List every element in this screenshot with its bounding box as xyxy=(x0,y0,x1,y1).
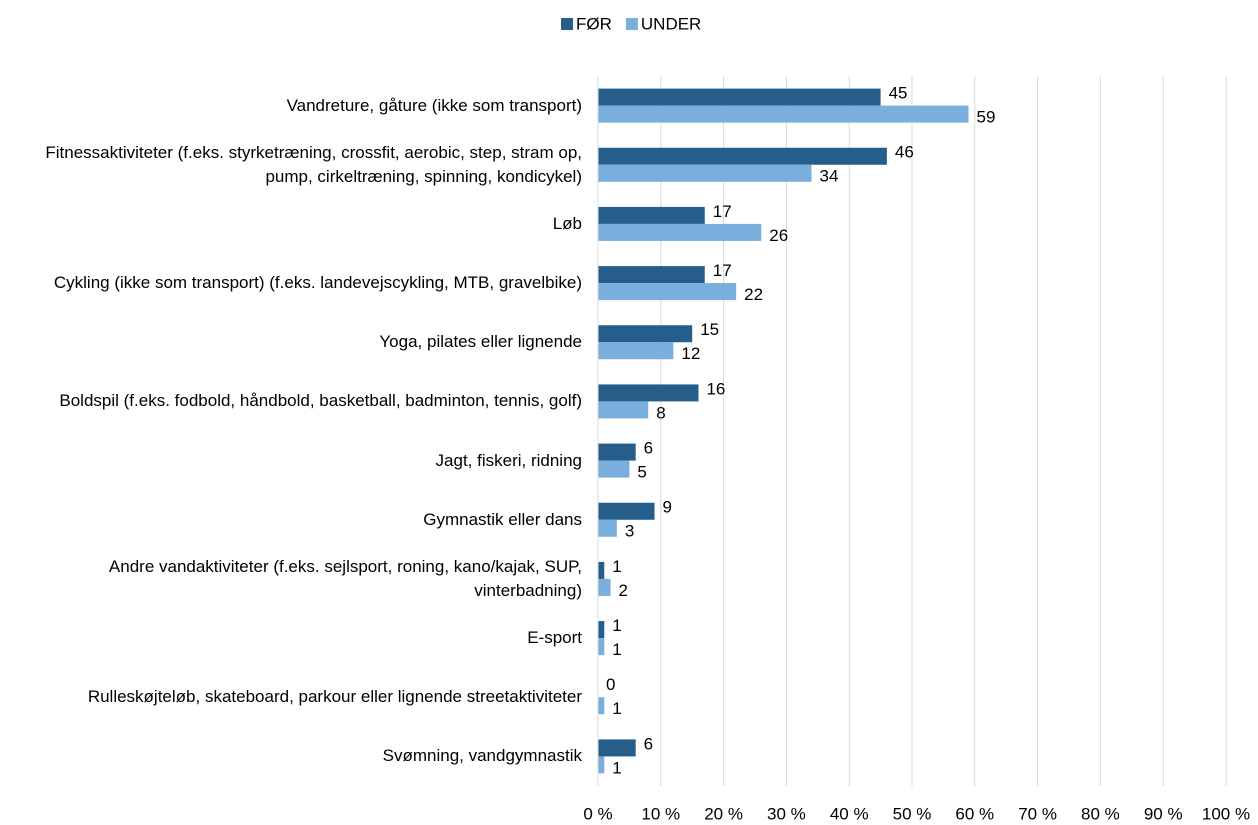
data-label: 15 xyxy=(700,320,719,339)
data-label: 0 xyxy=(606,675,615,694)
bar xyxy=(598,401,649,419)
category-label: E-sport xyxy=(527,628,582,648)
data-label: 1 xyxy=(612,699,621,718)
bar xyxy=(598,460,630,478)
category-label: Vandreture, gåture (ikke som transport) xyxy=(286,95,582,115)
bar xyxy=(598,147,887,165)
data-label: 34 xyxy=(820,167,839,186)
x-tick-label: 30 % xyxy=(767,804,806,823)
x-tick-label: 90 % xyxy=(1144,804,1183,823)
legend-label: FØR xyxy=(576,14,612,33)
bar xyxy=(598,342,674,360)
x-tick-label: 20 % xyxy=(704,804,743,823)
x-tick-label: 50 % xyxy=(893,804,932,823)
data-label: 9 xyxy=(663,498,672,517)
bar xyxy=(598,756,605,774)
data-label: 26 xyxy=(769,226,788,245)
bar xyxy=(598,443,636,461)
x-tick-label: 80 % xyxy=(1081,804,1120,823)
x-tick-label: 70 % xyxy=(1018,804,1057,823)
legend-swatch xyxy=(561,18,573,30)
data-label: 22 xyxy=(744,285,763,304)
bar xyxy=(598,325,693,343)
bar xyxy=(598,739,636,757)
category-label: Rulleskøjteløb, skateboard, parkour elle… xyxy=(87,687,582,707)
data-label: 59 xyxy=(977,108,996,127)
data-label: 1 xyxy=(612,616,621,635)
data-label: 12 xyxy=(681,344,700,363)
bar xyxy=(598,638,605,656)
x-tick-label: 100 % xyxy=(1202,804,1250,823)
data-label: 2 xyxy=(619,581,628,600)
legend-swatch xyxy=(625,18,638,30)
data-label: 17 xyxy=(713,261,732,280)
bar xyxy=(598,223,762,241)
data-label: 8 xyxy=(656,403,665,422)
data-label: 1 xyxy=(612,758,621,777)
bar xyxy=(598,164,812,182)
bar xyxy=(598,621,605,639)
bar xyxy=(598,502,655,520)
category-label: Fitnessaktiviteter (f.eks. styrketræning… xyxy=(45,142,582,186)
data-label: 1 xyxy=(612,640,621,659)
bar xyxy=(598,283,737,301)
bar xyxy=(598,266,705,284)
legend-label: UNDER xyxy=(641,14,701,33)
category-label: Svømning, vandgymnastik xyxy=(382,746,582,766)
data-label: 6 xyxy=(644,734,653,753)
data-label: 5 xyxy=(637,463,646,482)
data-label: 6 xyxy=(644,439,653,458)
category-label: Jagt, fiskeri, ridning xyxy=(435,450,582,470)
bar xyxy=(598,561,605,579)
bar xyxy=(598,384,699,402)
data-label: 46 xyxy=(895,143,914,162)
x-tick-label: 10 % xyxy=(641,804,680,823)
bar xyxy=(598,697,605,715)
bar xyxy=(598,105,969,123)
category-label: Andre vandaktiviteter (f.eks. sejlsport,… xyxy=(108,556,582,600)
x-tick-label: 60 % xyxy=(955,804,994,823)
data-label: 3 xyxy=(625,522,634,541)
data-label: 45 xyxy=(889,84,908,103)
category-label: Cykling (ikke som transport) (f.eks. lan… xyxy=(53,273,582,293)
data-label: 1 xyxy=(612,557,621,576)
category-label: Løb xyxy=(552,213,582,233)
bar xyxy=(598,88,881,106)
data-label: 16 xyxy=(706,379,725,398)
category-label: Gymnastik eller dans xyxy=(423,509,582,529)
bar xyxy=(598,519,617,537)
category-label: Yoga, pilates eller lignende xyxy=(379,332,582,352)
x-tick-label: 0 % xyxy=(583,804,612,823)
category-label: Boldspil (f.eks. fodbold, håndbold, bask… xyxy=(59,391,582,411)
bar xyxy=(598,206,705,224)
bar xyxy=(598,578,611,596)
data-label: 17 xyxy=(713,202,732,221)
x-tick-label: 40 % xyxy=(830,804,869,823)
